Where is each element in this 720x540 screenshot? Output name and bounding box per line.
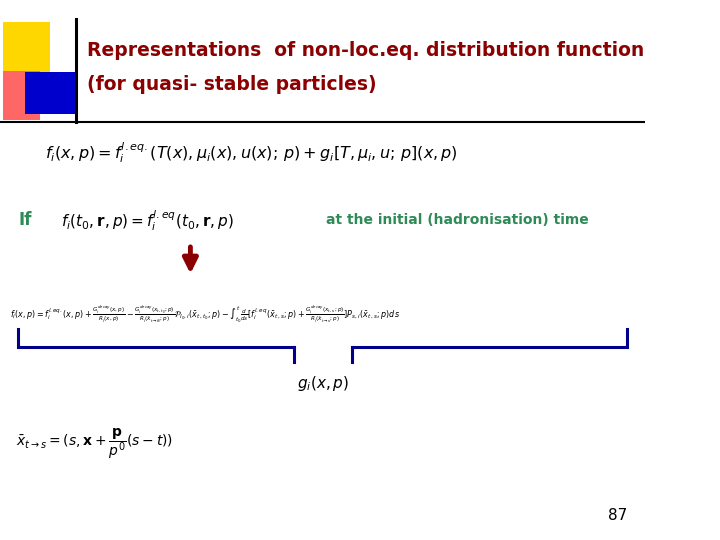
- FancyBboxPatch shape: [3, 22, 50, 84]
- Text: (for quasi- stable particles): (for quasi- stable particles): [87, 75, 377, 94]
- Text: $\bar{x}_{t\to s} = (s,\mathbf{x}+\dfrac{\mathbf{p}}{p^0}(s-t))$: $\bar{x}_{t\to s} = (s,\mathbf{x}+\dfrac…: [16, 427, 174, 461]
- Text: $g_i(x,p)$: $g_i(x,p)$: [297, 374, 348, 393]
- Text: $f_i(t_0,\mathbf{r},p) = f_i^{l.eq}(t_0,\mathbf{r},p)$: $f_i(t_0,\mathbf{r},p) = f_i^{l.eq}(t_0,…: [61, 208, 234, 233]
- Text: 87: 87: [608, 508, 627, 523]
- FancyBboxPatch shape: [24, 72, 78, 114]
- Text: $f_i(x,p) = f_i^{l.eq.}(x,p)+\frac{G_i^{decay}(x,p)}{R_i(x,p)}-\frac{G_i^{decay}: $f_i(x,p) = f_i^{l.eq.}(x,p)+\frac{G_i^{…: [9, 303, 400, 325]
- Text: $f_i(x,p) = f_i^{l.eq.}(T(x),\mu_i(x),u(x);\,p)+g_i[T,\mu_i,u;\,p](x,p)$: $f_i(x,p) = f_i^{l.eq.}(T(x),\mu_i(x),u(…: [45, 140, 458, 165]
- Text: at the initial (hadronisation) time: at the initial (hadronisation) time: [326, 213, 589, 227]
- Text: If: If: [18, 211, 32, 230]
- FancyBboxPatch shape: [3, 71, 40, 120]
- Text: Representations  of non-loc.eq. distribution function: Representations of non-loc.eq. distribut…: [87, 40, 644, 60]
